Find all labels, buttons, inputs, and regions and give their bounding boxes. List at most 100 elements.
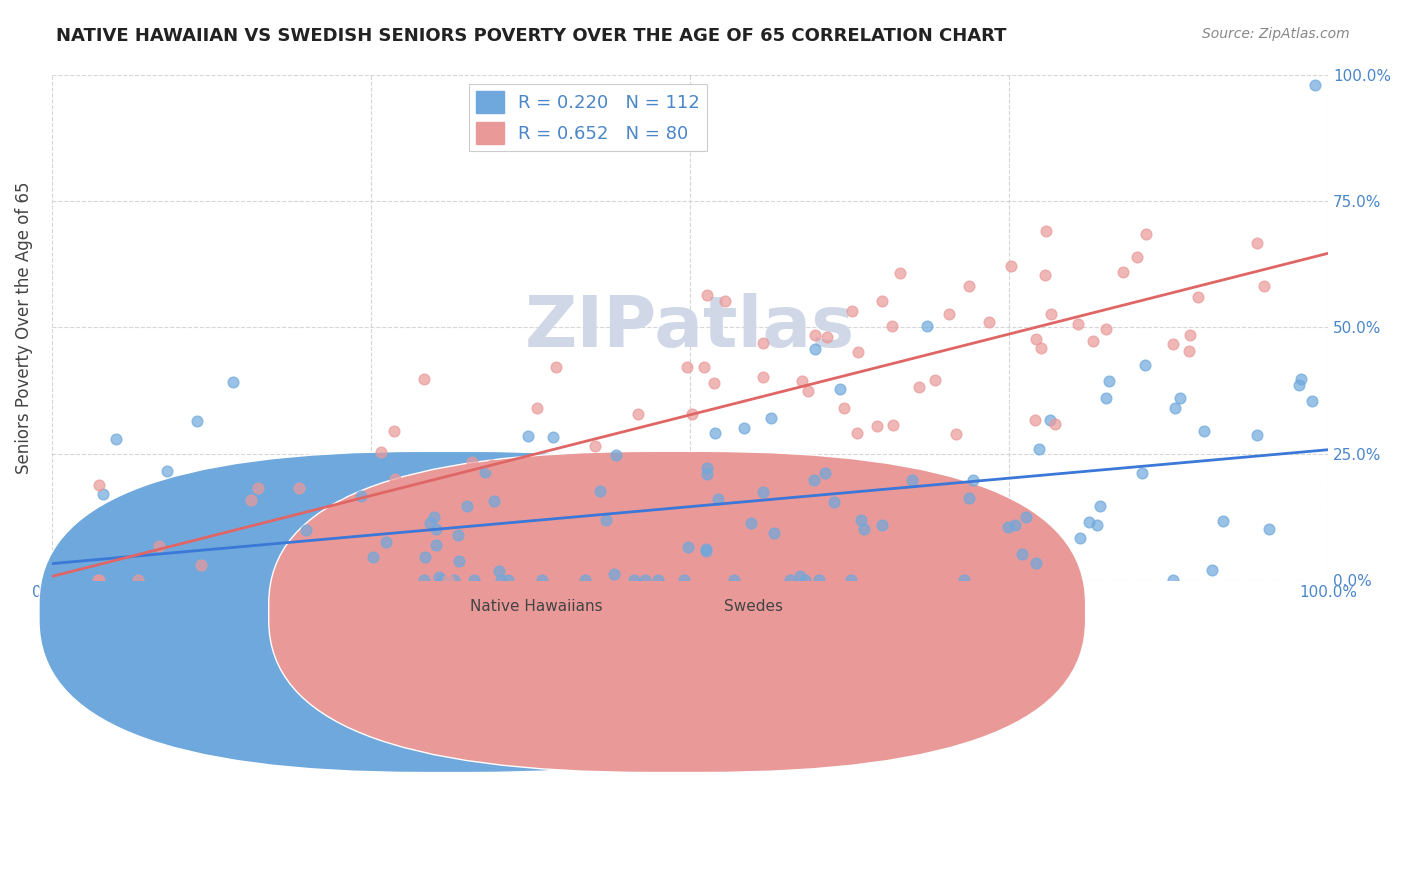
Point — [269, 574, 291, 588]
Point — [524, 462, 547, 476]
Point — [531, 574, 554, 588]
Point — [328, 485, 350, 500]
Point — [804, 328, 827, 343]
FancyBboxPatch shape — [39, 451, 856, 772]
FancyBboxPatch shape — [269, 451, 1085, 772]
Point — [676, 359, 699, 374]
Point — [603, 566, 626, 581]
Point — [1130, 467, 1153, 481]
Point — [1246, 235, 1268, 250]
Point — [823, 494, 845, 508]
Point — [190, 558, 212, 573]
Point — [73, 574, 96, 588]
Point — [752, 370, 775, 384]
Point — [425, 522, 447, 536]
Point — [681, 408, 703, 422]
Point — [759, 411, 782, 425]
Point — [418, 516, 440, 530]
Point — [703, 376, 725, 390]
Point — [692, 359, 714, 374]
Point — [623, 574, 645, 588]
Point — [1164, 401, 1187, 415]
Point — [962, 473, 984, 487]
Point — [696, 467, 718, 481]
Point — [817, 330, 839, 344]
Point — [789, 569, 811, 583]
Point — [841, 303, 863, 318]
Point — [740, 516, 762, 530]
Point — [489, 574, 512, 588]
Point — [423, 510, 446, 524]
Point — [752, 335, 775, 350]
Point — [437, 574, 460, 588]
Point — [924, 373, 946, 387]
Point — [488, 564, 510, 578]
Point — [482, 494, 505, 508]
Point — [148, 539, 170, 553]
Point — [872, 293, 894, 308]
Point — [654, 505, 676, 519]
Point — [794, 574, 817, 588]
Point — [1033, 268, 1056, 283]
Point — [256, 533, 278, 547]
Point — [889, 266, 911, 280]
Point — [957, 279, 980, 293]
Point — [1246, 427, 1268, 442]
Point — [240, 493, 263, 508]
Point — [370, 445, 392, 459]
Point — [128, 574, 150, 588]
Point — [669, 516, 692, 530]
Point — [247, 481, 270, 495]
Point — [1025, 332, 1047, 346]
Point — [366, 574, 388, 588]
Point — [427, 569, 450, 583]
Point — [1126, 250, 1149, 264]
Point — [449, 554, 471, 568]
Point — [915, 319, 938, 334]
Point — [100, 574, 122, 588]
Point — [1081, 334, 1104, 348]
Point — [415, 549, 437, 564]
Point — [1301, 393, 1323, 408]
Point — [377, 574, 399, 588]
Point — [456, 500, 478, 514]
Point — [517, 429, 540, 443]
Point — [758, 471, 780, 485]
Point — [605, 449, 627, 463]
Text: Native Hawaiians: Native Hawaiians — [471, 599, 603, 614]
Point — [953, 574, 976, 588]
Point — [803, 473, 825, 487]
Point — [425, 538, 447, 552]
Point — [853, 522, 876, 536]
Point — [526, 401, 548, 415]
Point — [1011, 547, 1033, 561]
Point — [814, 467, 837, 481]
Point — [562, 466, 585, 480]
Point — [1028, 442, 1050, 456]
Text: Source: ZipAtlas.com: Source: ZipAtlas.com — [1202, 27, 1350, 41]
Point — [627, 408, 650, 422]
Point — [1178, 343, 1201, 358]
Point — [233, 552, 256, 566]
Point — [804, 342, 827, 356]
Point — [413, 574, 436, 588]
Point — [997, 519, 1019, 533]
Point — [1004, 518, 1026, 533]
Point — [1025, 556, 1047, 570]
Point — [762, 525, 785, 540]
Point — [1187, 290, 1209, 304]
Point — [86, 574, 108, 588]
Point — [783, 458, 806, 472]
Point — [866, 419, 889, 434]
Point — [443, 574, 465, 588]
Point — [957, 491, 980, 506]
Point — [127, 574, 149, 588]
Point — [832, 401, 855, 415]
Point — [474, 466, 496, 480]
Point — [1088, 500, 1111, 514]
Point — [222, 375, 245, 389]
Point — [792, 374, 814, 388]
Point — [1201, 563, 1223, 577]
Point — [1015, 510, 1038, 524]
Point — [945, 426, 967, 441]
